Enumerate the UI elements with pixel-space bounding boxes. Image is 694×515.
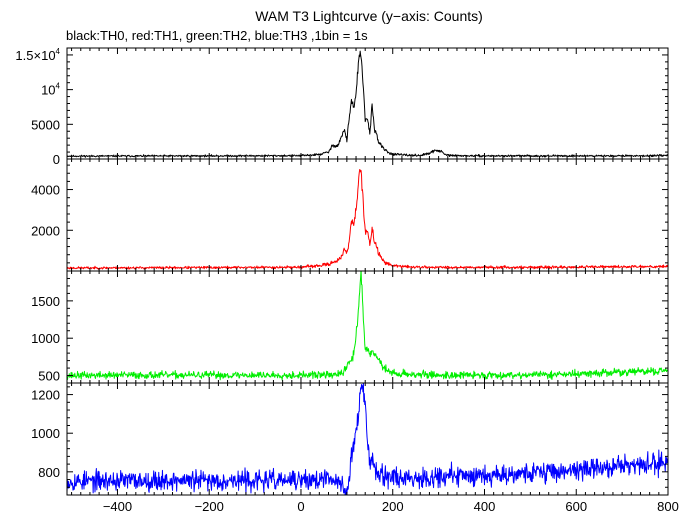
y-tick-label: 1.5×104 [15, 47, 60, 63]
y-tick-label: 1000 [31, 331, 60, 346]
panel-frame [66, 382, 669, 496]
series-line-th2 [67, 271, 668, 381]
y-tick-label: 104 [41, 82, 60, 98]
x-tick-label: −400 [103, 499, 132, 514]
x-axis: −400 −200 0 200 400 600 800 [103, 499, 679, 514]
chart-title: WAM T3 Lightcurve (y−axis: Counts) [255, 8, 483, 24]
x-tick-label: 600 [565, 499, 587, 514]
panel-frame [66, 270, 669, 384]
panels-group: 0 5000 104 1.5×104 2000 4000 500 1000 1500 800 100… [15, 47, 669, 496]
y-tick-label: 500 [38, 369, 60, 384]
panel-frame [66, 47, 669, 160]
series-line-th0 [67, 50, 668, 158]
panel-th2: 500 1000 1500 [31, 270, 669, 384]
panel-frame [66, 158, 669, 272]
x-tick-label: 800 [657, 499, 679, 514]
series-line-th1 [67, 169, 668, 270]
x-tick-label: −200 [195, 499, 224, 514]
panel-th1: 2000 4000 [31, 158, 669, 272]
y-tick-label: 800 [38, 465, 60, 480]
y-tick-label: 1000 [31, 426, 60, 441]
y-tick-label: 1200 [31, 388, 60, 403]
x-tick-label: 400 [474, 499, 496, 514]
series-line-th3 [67, 383, 668, 495]
x-tick-label: 0 [297, 499, 304, 514]
y-tick-label: 4000 [31, 183, 60, 198]
chart-subtitle: black:TH0, red:TH1, green:TH2, blue:TH3 … [66, 28, 368, 43]
y-tick-label: 1500 [31, 294, 60, 309]
y-tick-label: 2000 [31, 223, 60, 238]
panel-th3: 800 1000 1200 [31, 382, 669, 496]
panel-th0: 0 5000 104 1.5×104 [15, 47, 669, 167]
y-tick-label: 0 [53, 152, 60, 167]
y-tick-label: 5000 [31, 117, 60, 132]
x-tick-label: 200 [382, 499, 404, 514]
